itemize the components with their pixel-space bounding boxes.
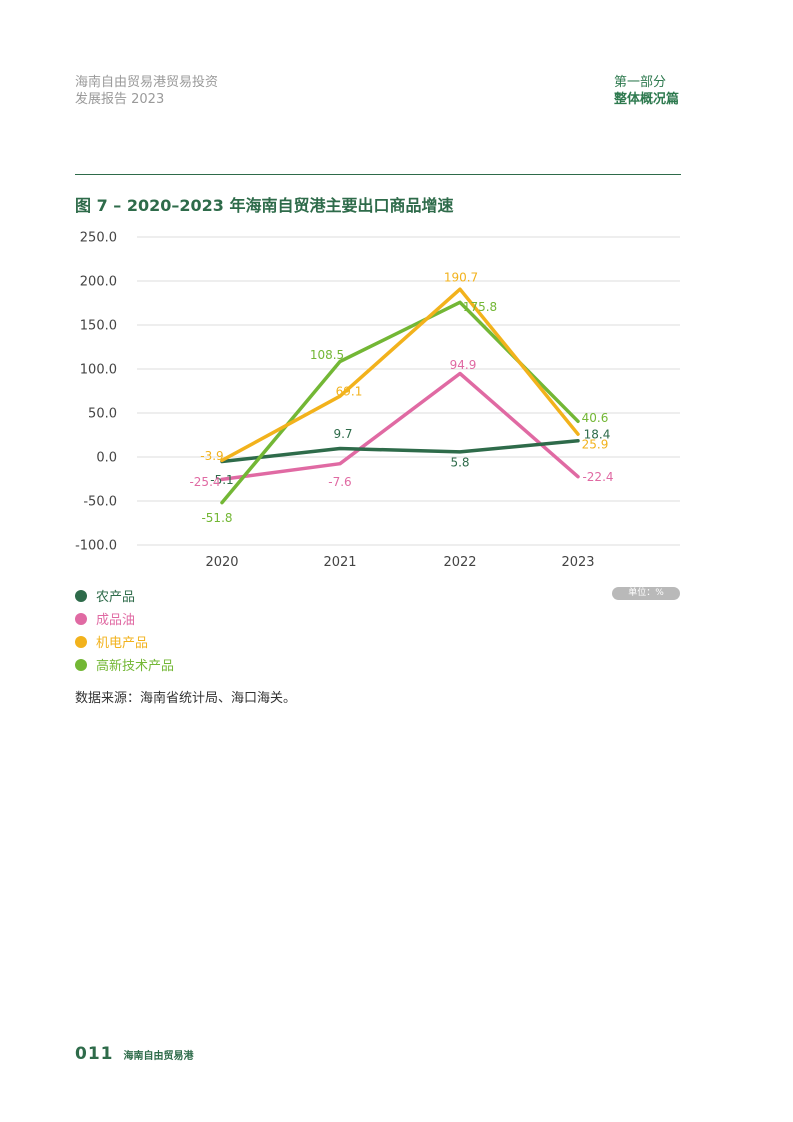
x-tick-label: 2022 <box>443 555 476 570</box>
data-label-oil: -22.4 <box>582 470 613 484</box>
legend: 农产品 成品油 机电产品 高新技术产品 <box>75 584 174 676</box>
legend-label-electro: 机电产品 <box>96 636 149 651</box>
legend-label-agri: 农产品 <box>96 590 136 605</box>
footer-title: 海南自由贸易港 <box>123 1051 194 1062</box>
data-label-electro: 69.1 <box>336 385 363 399</box>
data-label-electro: 190.7 <box>444 271 478 285</box>
series-lines <box>220 287 580 505</box>
legend-label-hitech: 高新技术产品 <box>96 659 175 674</box>
data-label-electro: 25.9 <box>582 438 609 452</box>
y-tick-label: -100.0 <box>75 539 117 554</box>
grid-lines <box>137 236 680 546</box>
data-label-oil: -7.6 <box>328 475 351 489</box>
legend-item-agri: 农产品 <box>75 584 174 607</box>
x-axis-ticks: 2020 2021 2022 2023 <box>205 555 594 570</box>
data-label-agri: 9.7 <box>333 427 352 441</box>
legend-item-oil: 成品油 <box>75 607 174 630</box>
report-title: 海南自由贸易港贸易投资 发展报告 2023 <box>75 74 218 108</box>
series-line-oil <box>220 371 580 482</box>
legend-swatch-agri <box>75 589 87 602</box>
figure-title: 图 7 – 2020–2023 年海南自贸港主要出口商品增速 <box>75 196 454 215</box>
legend-item-electro: 机电产品 <box>75 630 174 653</box>
part-label: 第一部分 <box>614 75 667 90</box>
data-label-agri: 5.8 <box>450 455 469 469</box>
section-label: 整体概况篇 <box>614 92 680 107</box>
data-label-electro: -3.9 <box>200 449 223 463</box>
legend-swatch-hitech <box>75 658 87 671</box>
report-title-line2: 发展报告 2023 <box>75 92 165 107</box>
series-line-electro <box>220 287 580 463</box>
legend-swatch-oil <box>75 612 87 625</box>
section-header: 第一部分 整体概况篇 <box>614 74 679 108</box>
report-title-line1: 海南自由贸易港贸易投资 <box>75 75 219 90</box>
data-source-note: 数据来源：海南省统计局、海口海关。 <box>75 691 297 706</box>
data-label-hitech: -51.8 <box>201 511 232 525</box>
data-label-agri: 18.4 <box>584 427 611 441</box>
unit-badge: 单位：% <box>612 587 680 600</box>
data-label-agri: -5.1 <box>210 473 233 487</box>
y-tick-label: 250.0 <box>80 231 117 246</box>
y-tick-label: -50.0 <box>83 495 117 510</box>
y-tick-label: 50.0 <box>88 407 117 422</box>
data-label-hitech: 40.6 <box>582 411 609 425</box>
y-axis-ticks: 250.0 200.0 150.0 100.0 50.0 0.0 -50.0 -100.0 <box>75 231 117 554</box>
y-tick-label: 100.0 <box>80 363 117 378</box>
data-label-hitech: 175.8 <box>463 300 497 314</box>
x-tick-label: 2020 <box>205 555 238 570</box>
y-tick-label: 200.0 <box>80 275 117 290</box>
page-footer: 011 海南自由贸易港 <box>75 1044 194 1064</box>
x-tick-label: 2021 <box>323 555 356 570</box>
y-tick-label: 150.0 <box>80 319 117 334</box>
data-label-oil: -25.4 <box>189 475 220 489</box>
data-labels: -5.1 9.7 5.8 18.4 -25.4 -7.6 94.9 -22.4 -3.9 69.1… <box>189 271 613 525</box>
data-label-hitech: 108.5 <box>310 348 344 362</box>
legend-item-hitech: 高新技术产品 <box>75 653 174 676</box>
data-label-oil: 94.9 <box>450 358 477 372</box>
y-tick-label: 0.0 <box>96 451 117 466</box>
legend-swatch-electro <box>75 635 87 648</box>
line-chart: 250.0 200.0 150.0 100.0 50.0 0.0 -50.0 -100.0 2… <box>75 231 680 570</box>
page-number: 011 <box>75 1044 114 1064</box>
x-tick-label: 2023 <box>561 555 594 570</box>
series-line-agri <box>220 439 580 464</box>
legend-label-oil: 成品油 <box>96 613 136 628</box>
header-divider <box>75 174 681 175</box>
